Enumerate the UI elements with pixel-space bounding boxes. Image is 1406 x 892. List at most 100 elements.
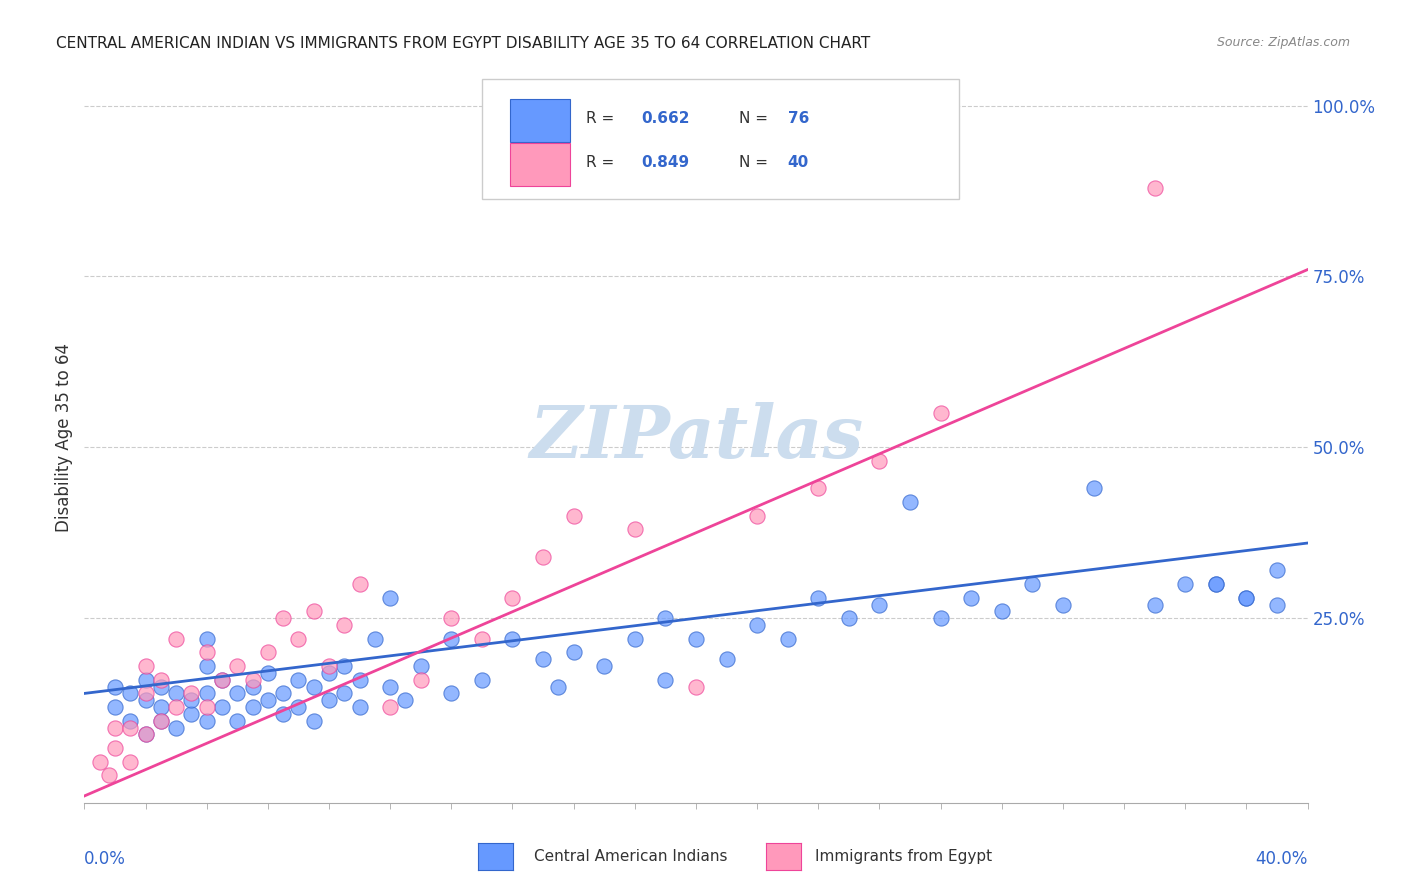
Point: [257, 645, 280, 659]
Text: R =: R =: [586, 112, 619, 127]
Point: [869, 598, 891, 612]
Text: CENTRAL AMERICAN INDIAN VS IMMIGRANTS FROM EGYPT DISABILITY AGE 35 TO 64 CORRELA: CENTRAL AMERICAN INDIAN VS IMMIGRANTS FR…: [56, 36, 870, 51]
Point: [226, 714, 249, 728]
Text: 76: 76: [787, 112, 808, 127]
Point: [1236, 591, 1258, 605]
FancyBboxPatch shape: [510, 143, 569, 186]
Point: [195, 686, 218, 700]
Point: [898, 495, 921, 509]
Point: [104, 721, 127, 735]
Point: [271, 686, 294, 700]
Point: [135, 673, 157, 687]
Point: [318, 665, 340, 680]
Point: [1143, 180, 1166, 194]
Point: [364, 632, 387, 646]
Point: [149, 714, 172, 728]
Point: [195, 645, 218, 659]
Point: [502, 591, 524, 605]
Point: [333, 618, 356, 632]
Point: [211, 673, 233, 687]
Point: [333, 659, 356, 673]
Point: [180, 706, 202, 721]
Point: [654, 673, 676, 687]
Point: [409, 673, 432, 687]
Text: 40.0%: 40.0%: [1256, 850, 1308, 868]
Point: [1083, 481, 1105, 495]
Text: Immigrants from Egypt: Immigrants from Egypt: [815, 849, 993, 863]
Point: [624, 632, 647, 646]
Point: [211, 700, 233, 714]
Point: [165, 700, 187, 714]
Point: [471, 632, 494, 646]
Point: [380, 700, 402, 714]
Point: [302, 680, 325, 694]
Point: [1236, 591, 1258, 605]
Point: [624, 522, 647, 536]
Point: [242, 673, 264, 687]
Point: [349, 577, 371, 591]
Point: [135, 686, 157, 700]
Point: [547, 680, 569, 694]
Point: [349, 700, 371, 714]
Point: [165, 632, 187, 646]
Point: [776, 632, 799, 646]
Point: [104, 741, 127, 756]
Point: [149, 673, 172, 687]
Point: [747, 508, 769, 523]
Point: [242, 680, 264, 694]
Point: [120, 714, 142, 728]
Point: [1265, 563, 1288, 577]
FancyBboxPatch shape: [510, 99, 569, 143]
Point: [1143, 598, 1166, 612]
Point: [120, 686, 142, 700]
Point: [409, 659, 432, 673]
Text: 0.849: 0.849: [641, 155, 689, 170]
Y-axis label: Disability Age 35 to 64: Disability Age 35 to 64: [55, 343, 73, 532]
Point: [1021, 577, 1043, 591]
Point: [747, 618, 769, 632]
Point: [287, 632, 309, 646]
Point: [226, 659, 249, 673]
Point: [195, 659, 218, 673]
Point: [120, 721, 142, 735]
Text: 40: 40: [787, 155, 808, 170]
Point: [120, 755, 142, 769]
FancyBboxPatch shape: [482, 78, 959, 200]
Point: [440, 632, 463, 646]
Point: [287, 673, 309, 687]
Point: [1205, 577, 1227, 591]
Point: [991, 604, 1014, 618]
Point: [242, 700, 264, 714]
Point: [135, 727, 157, 741]
Point: [685, 632, 707, 646]
Point: [271, 611, 294, 625]
Point: [195, 700, 218, 714]
Point: [502, 632, 524, 646]
Text: N =: N =: [738, 155, 773, 170]
Point: [135, 693, 157, 707]
Point: [838, 611, 860, 625]
Point: [349, 673, 371, 687]
Point: [807, 591, 830, 605]
Point: [287, 700, 309, 714]
Point: [562, 508, 585, 523]
Point: [257, 665, 280, 680]
Point: [271, 706, 294, 721]
Text: ZIPatlas: ZIPatlas: [529, 401, 863, 473]
Point: [302, 604, 325, 618]
Point: [440, 686, 463, 700]
Point: [531, 652, 554, 666]
Point: [531, 549, 554, 564]
Point: [135, 659, 157, 673]
Point: [869, 454, 891, 468]
Point: [440, 611, 463, 625]
Point: [226, 686, 249, 700]
Point: [685, 680, 707, 694]
Point: [104, 680, 127, 694]
Point: [380, 680, 402, 694]
Point: [180, 693, 202, 707]
Point: [302, 714, 325, 728]
Point: [180, 686, 202, 700]
Text: 0.662: 0.662: [641, 112, 689, 127]
Point: [807, 481, 830, 495]
